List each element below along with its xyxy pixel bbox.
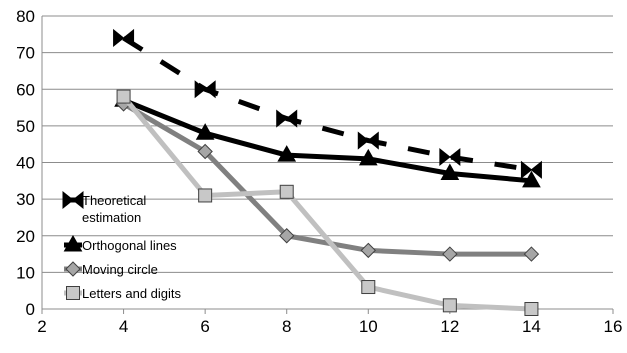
- data-point-moving-circle: [360, 242, 376, 259]
- legend-label: Moving circle: [82, 262, 158, 277]
- data-point-theoretical-estimation: [276, 109, 298, 128]
- data-point-orthogonal-lines: [440, 163, 460, 180]
- y-tick-label: 70: [16, 44, 35, 63]
- data-point-letters-and-digits: [442, 298, 457, 313]
- data-point-theoretical-estimation: [439, 147, 461, 167]
- data-point-letters-and-digits: [524, 302, 539, 316]
- data-point-letters-and-digits: [198, 188, 213, 203]
- y-tick-label: 30: [16, 190, 35, 209]
- x-tick-label: 2: [37, 317, 46, 336]
- x-tick-label: 10: [359, 317, 378, 336]
- y-tick-label: 60: [16, 80, 35, 99]
- legend-marker-moving-circle: [65, 261, 81, 277]
- x-tick-label: 6: [200, 317, 209, 336]
- legend-marker-theoretical-estimation: [62, 190, 84, 210]
- legend-label: Orthogonal lines: [82, 238, 177, 253]
- data-point-moving-circle: [279, 228, 295, 244]
- y-tick-label: 50: [16, 117, 35, 136]
- data-point-theoretical-estimation: [357, 131, 379, 150]
- legend-label: Letters and digits: [82, 286, 182, 301]
- data-point-letters-and-digits: [279, 184, 294, 199]
- legend-marker-letters-and-digits: [66, 286, 80, 300]
- series-line-theoretical-estimation: [122, 35, 532, 173]
- y-tick-label: 0: [26, 300, 35, 319]
- series-line-letters-and-digits: [121, 94, 532, 312]
- grid-lines: [42, 15, 613, 310]
- data-point-orthogonal-lines: [358, 148, 378, 166]
- x-tick-label: 8: [282, 317, 291, 336]
- x-tick-label: 16: [604, 317, 623, 336]
- series-line-orthogonal-lines: [122, 97, 532, 184]
- legend: Theoretical estimation Orthogonal lines Mov…: [62, 190, 182, 301]
- y-tick-label: 20: [16, 227, 35, 246]
- data-point-theoretical-estimation: [194, 80, 216, 99]
- data-point-theoretical-estimation: [113, 28, 135, 48]
- data-point-orthogonal-lines: [522, 170, 541, 188]
- x-tick-label: 4: [119, 317, 128, 336]
- data-point-letters-and-digits: [116, 89, 131, 104]
- y-tick-label: 10: [16, 263, 35, 282]
- x-tick-label: 12: [440, 317, 459, 336]
- x-tick-label: 14: [522, 317, 541, 336]
- data-point-moving-circle: [197, 143, 213, 160]
- y-tick-label: 80: [16, 7, 35, 26]
- plot-area: [113, 28, 542, 316]
- legend-label: Theoretical: [82, 193, 146, 208]
- data-point-letters-and-digits: [361, 280, 376, 295]
- data-point-moving-circle: [523, 246, 540, 262]
- y-tick-label: 40: [16, 154, 35, 173]
- data-point-orthogonal-lines: [195, 123, 215, 140]
- data-point-orthogonal-lines: [277, 145, 297, 162]
- legend-label: estimation: [82, 210, 141, 225]
- legend-marker-orthogonal-lines: [63, 234, 83, 252]
- data-point-moving-circle: [442, 246, 458, 262]
